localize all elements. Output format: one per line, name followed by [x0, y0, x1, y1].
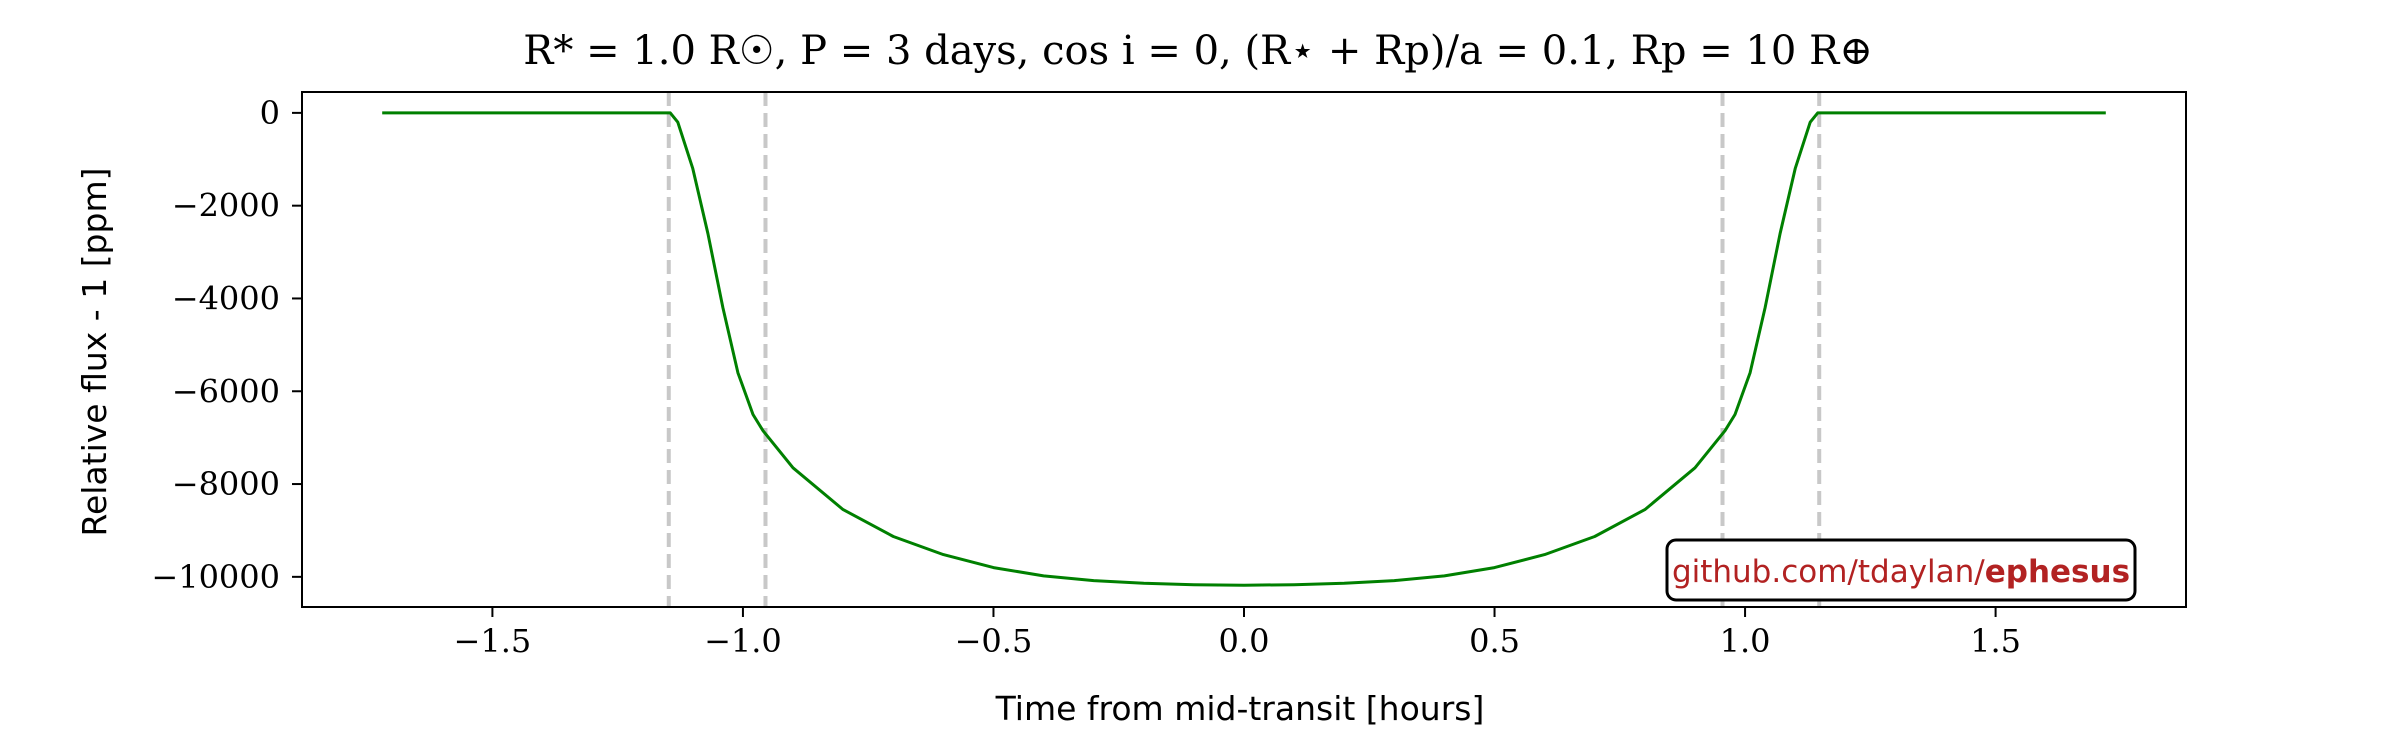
y-tick-label: 0	[260, 94, 280, 132]
y-axis-ticks: 0 −2000 −4000 −6000 −8000 −10000	[151, 94, 302, 596]
x-axis-label: Time from mid-transit [hours]	[995, 689, 1485, 728]
y-tick-label: −10000	[151, 558, 280, 596]
x-tick-label: −1.5	[454, 622, 532, 660]
y-tick-label: −6000	[172, 372, 280, 410]
x-tick-label: −1.0	[704, 622, 782, 660]
x-axis-ticks: −1.5 −1.0 −0.5 0.0 0.5 1.0 1.5	[454, 607, 2021, 660]
watermark-border	[1665, 538, 2137, 602]
series-lines	[382, 111, 2106, 587]
transit-contact-lines	[666, 92, 1822, 607]
chart-title: R* = 1.0 R☉, P = 3 days, cos i = 0, (R⋆ …	[523, 28, 1872, 74]
watermark-prefix: github.com/tdaylan/	[1672, 554, 1985, 590]
plot-frame	[301, 91, 2187, 608]
y-tick-label: −4000	[172, 279, 280, 317]
series-line-1	[382, 111, 2106, 587]
x-tick-label: 0.5	[1469, 622, 1520, 660]
x-tick-label: −0.5	[955, 622, 1033, 660]
watermark-bold: ephesus	[1985, 554, 2130, 590]
x-tick-label: 1.0	[1720, 622, 1771, 660]
watermark-box: github.com/tdaylan/ephesus	[1665, 538, 2137, 602]
y-tick-label: −2000	[172, 187, 280, 225]
watermark-text: github.com/tdaylan/ephesus	[1672, 554, 2130, 590]
y-axis-label: Relative flux - 1 [ppm]	[75, 168, 114, 537]
x-tick-label: 0.0	[1219, 622, 1270, 660]
x-tick-label: 1.5	[1970, 622, 2021, 660]
y-tick-label: −8000	[172, 465, 280, 503]
